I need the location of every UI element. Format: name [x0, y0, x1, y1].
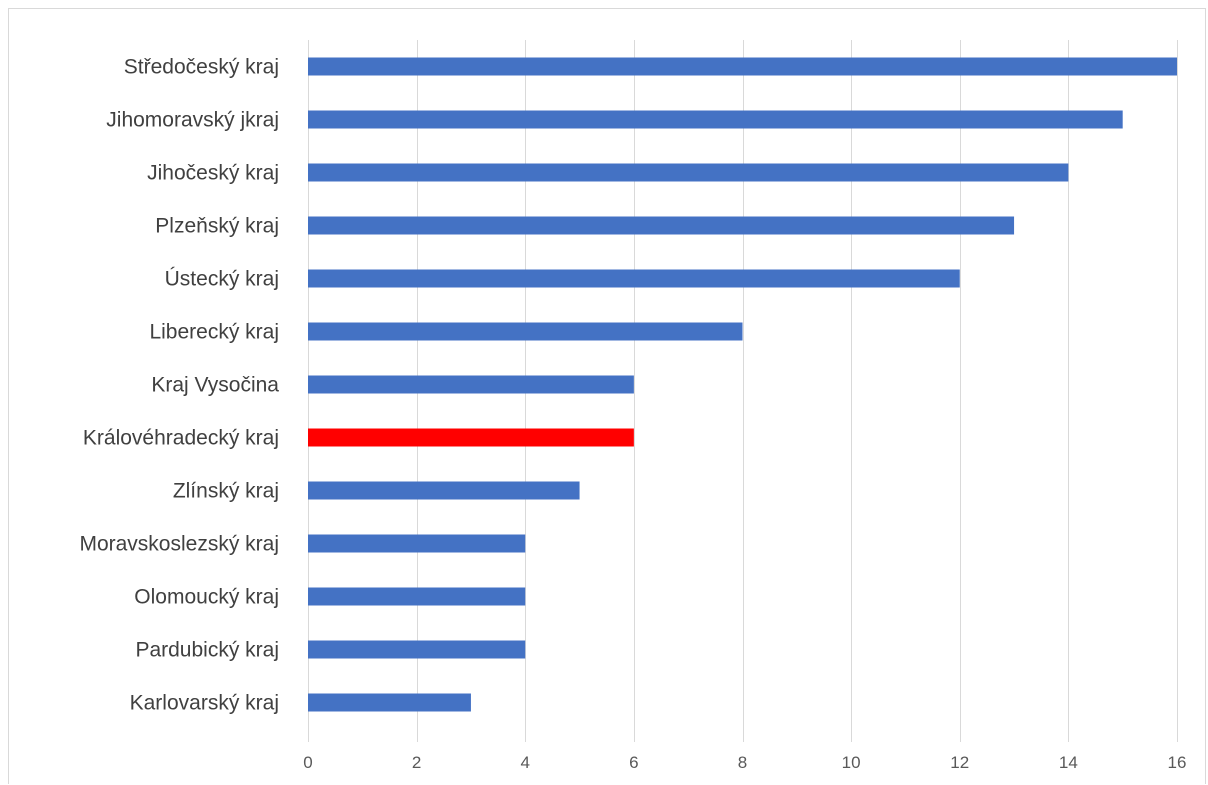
x-tick-label-8: 8 [738, 753, 747, 772]
x-tick-label-16: 16 [1168, 753, 1187, 772]
bars-layer [308, 57, 1177, 712]
category-label-1: Jihomoravský jkraj [106, 109, 279, 132]
bar-2 [308, 163, 1069, 182]
category-label-7: Královéhradecký kraj [83, 427, 279, 450]
x-tick-label-4: 4 [521, 753, 530, 772]
category-label-4: Ústecký kraj [165, 268, 279, 291]
category-label-0: Středočeský kraj [124, 56, 279, 79]
bar-7 [308, 428, 634, 447]
bar-9 [308, 534, 526, 553]
bar-0 [308, 57, 1177, 76]
x-tick-label-10: 10 [842, 753, 861, 772]
bar-8 [308, 481, 580, 500]
category-label-3: Plzeňský kraj [155, 215, 279, 238]
category-label-6: Kraj Vysočina [151, 374, 279, 397]
bar-6 [308, 375, 634, 394]
x-tick-label-2: 2 [412, 753, 421, 772]
bar-3 [308, 216, 1015, 235]
category-label-2: Jihočeský kraj [147, 162, 279, 185]
category-label-9: Moravskoslezský kraj [79, 533, 279, 556]
category-labels: Středočeský kraj Jihomoravský jkraj Jihoče… [79, 56, 279, 715]
bar-1 [308, 110, 1123, 129]
x-tick-label-12: 12 [950, 753, 969, 772]
x-axis-tick-labels: 0 2 4 6 8 10 12 14 16 [303, 753, 1186, 772]
x-tick-label-0: 0 [303, 753, 312, 772]
bar-11 [308, 640, 526, 659]
chart-frame [8, 8, 1206, 784]
bar-12 [308, 693, 471, 712]
bar-4 [308, 269, 960, 288]
category-label-11: Pardubický kraj [135, 639, 279, 662]
category-label-12: Karlovarský kraj [130, 692, 279, 715]
category-label-8: Zlínský kraj [173, 480, 279, 503]
x-tick-label-6: 6 [629, 753, 638, 772]
category-label-10: Olomoucký kraj [134, 586, 279, 609]
x-tick-label-14: 14 [1059, 753, 1078, 772]
bar-5 [308, 322, 743, 341]
bar-10 [308, 587, 526, 606]
category-label-5: Liberecký kraj [149, 321, 279, 344]
